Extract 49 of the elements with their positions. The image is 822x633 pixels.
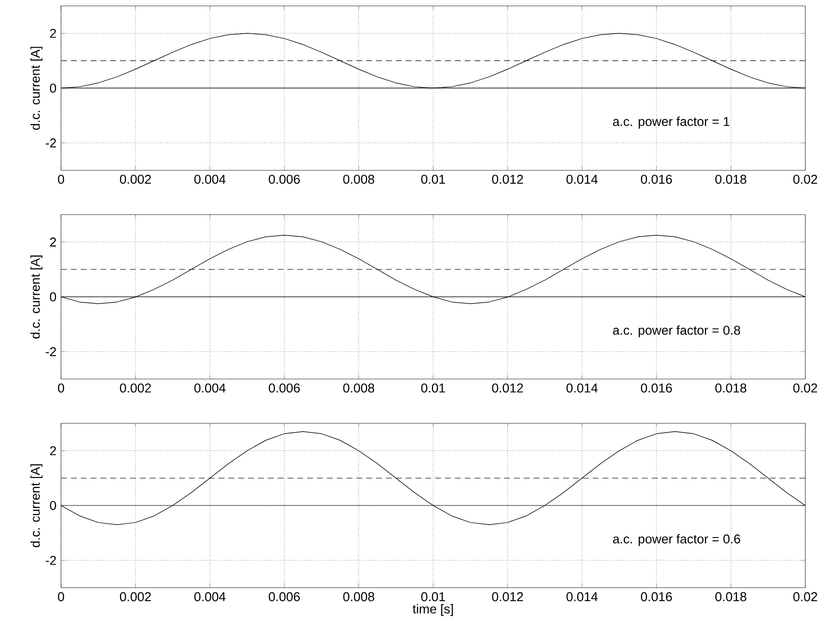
x-tick-label: 0 bbox=[58, 383, 64, 393]
x-tick-label: 0 bbox=[58, 174, 64, 184]
y-tick-label: -2 bbox=[46, 138, 56, 148]
x-tick-label: 0.008 bbox=[343, 174, 374, 184]
y-tick-label: 0 bbox=[50, 500, 56, 510]
x-tick-label: 0.02 bbox=[793, 174, 818, 184]
x-tick-label: 0.004 bbox=[194, 174, 226, 184]
x-tick-label: 0.018 bbox=[715, 383, 746, 393]
x-tick-label: 0.016 bbox=[640, 174, 672, 184]
x-tick-label: 0.004 bbox=[194, 383, 226, 393]
x-tick-label: 0.008 bbox=[343, 383, 374, 393]
x-tick-label: 0.018 bbox=[715, 592, 746, 602]
x-tick-label: 0.016 bbox=[640, 592, 672, 602]
x-tick-label: 0.014 bbox=[566, 174, 598, 184]
x-tick-label: 0.002 bbox=[120, 174, 151, 184]
x-tick-label: 0.012 bbox=[492, 174, 523, 184]
y-tick-label: -2 bbox=[46, 347, 56, 356]
annotation: a.c. power factor = 1 bbox=[613, 116, 730, 129]
x-tick-label: 0.002 bbox=[120, 383, 151, 393]
x-tick-label: 0.012 bbox=[492, 383, 523, 393]
y-tick-label: 2 bbox=[50, 238, 56, 246]
y-tick-label: 2 bbox=[50, 446, 56, 456]
x-tick-label: 0.004 bbox=[194, 592, 226, 602]
x-axis-title: time [s] bbox=[412, 604, 453, 616]
x-tick-label: 0.014 bbox=[566, 383, 598, 393]
x-tick-label: 0 bbox=[58, 592, 64, 602]
x-tick-label: 0.01 bbox=[421, 592, 445, 602]
y-tick-label: -2 bbox=[46, 556, 56, 565]
y-axis-title: d.c. current [A] bbox=[30, 256, 42, 338]
x-tick-label: 0.002 bbox=[120, 592, 151, 602]
x-tick-label: 0.012 bbox=[492, 592, 523, 602]
x-tick-label: 0.018 bbox=[715, 174, 746, 184]
y-tick-label: 0 bbox=[50, 84, 56, 93]
x-tick-label: 0.01 bbox=[421, 383, 445, 393]
annotation: a.c. power factor = 0.8 bbox=[613, 325, 740, 338]
x-tick-label: 0.02 bbox=[793, 383, 818, 393]
x-tick-label: 0.006 bbox=[268, 174, 300, 184]
x-tick-label: 0.006 bbox=[268, 592, 300, 602]
x-tick-label: 0.02 bbox=[793, 592, 818, 602]
x-tick-label: 0.006 bbox=[268, 383, 300, 393]
x-tick-label: 0.008 bbox=[343, 592, 374, 602]
annotation: a.c. power factor = 0.6 bbox=[613, 534, 740, 546]
y-axis-title: d.c. current [A] bbox=[30, 464, 42, 548]
y-tick-label: 0 bbox=[50, 292, 56, 302]
x-tick-label: 0.01 bbox=[421, 174, 445, 184]
y-axis-title: d.c. current [A] bbox=[30, 46, 42, 130]
x-tick-label: 0.016 bbox=[640, 383, 672, 393]
y-tick-label: 2 bbox=[50, 28, 56, 38]
x-tick-label: 0.014 bbox=[566, 592, 598, 602]
